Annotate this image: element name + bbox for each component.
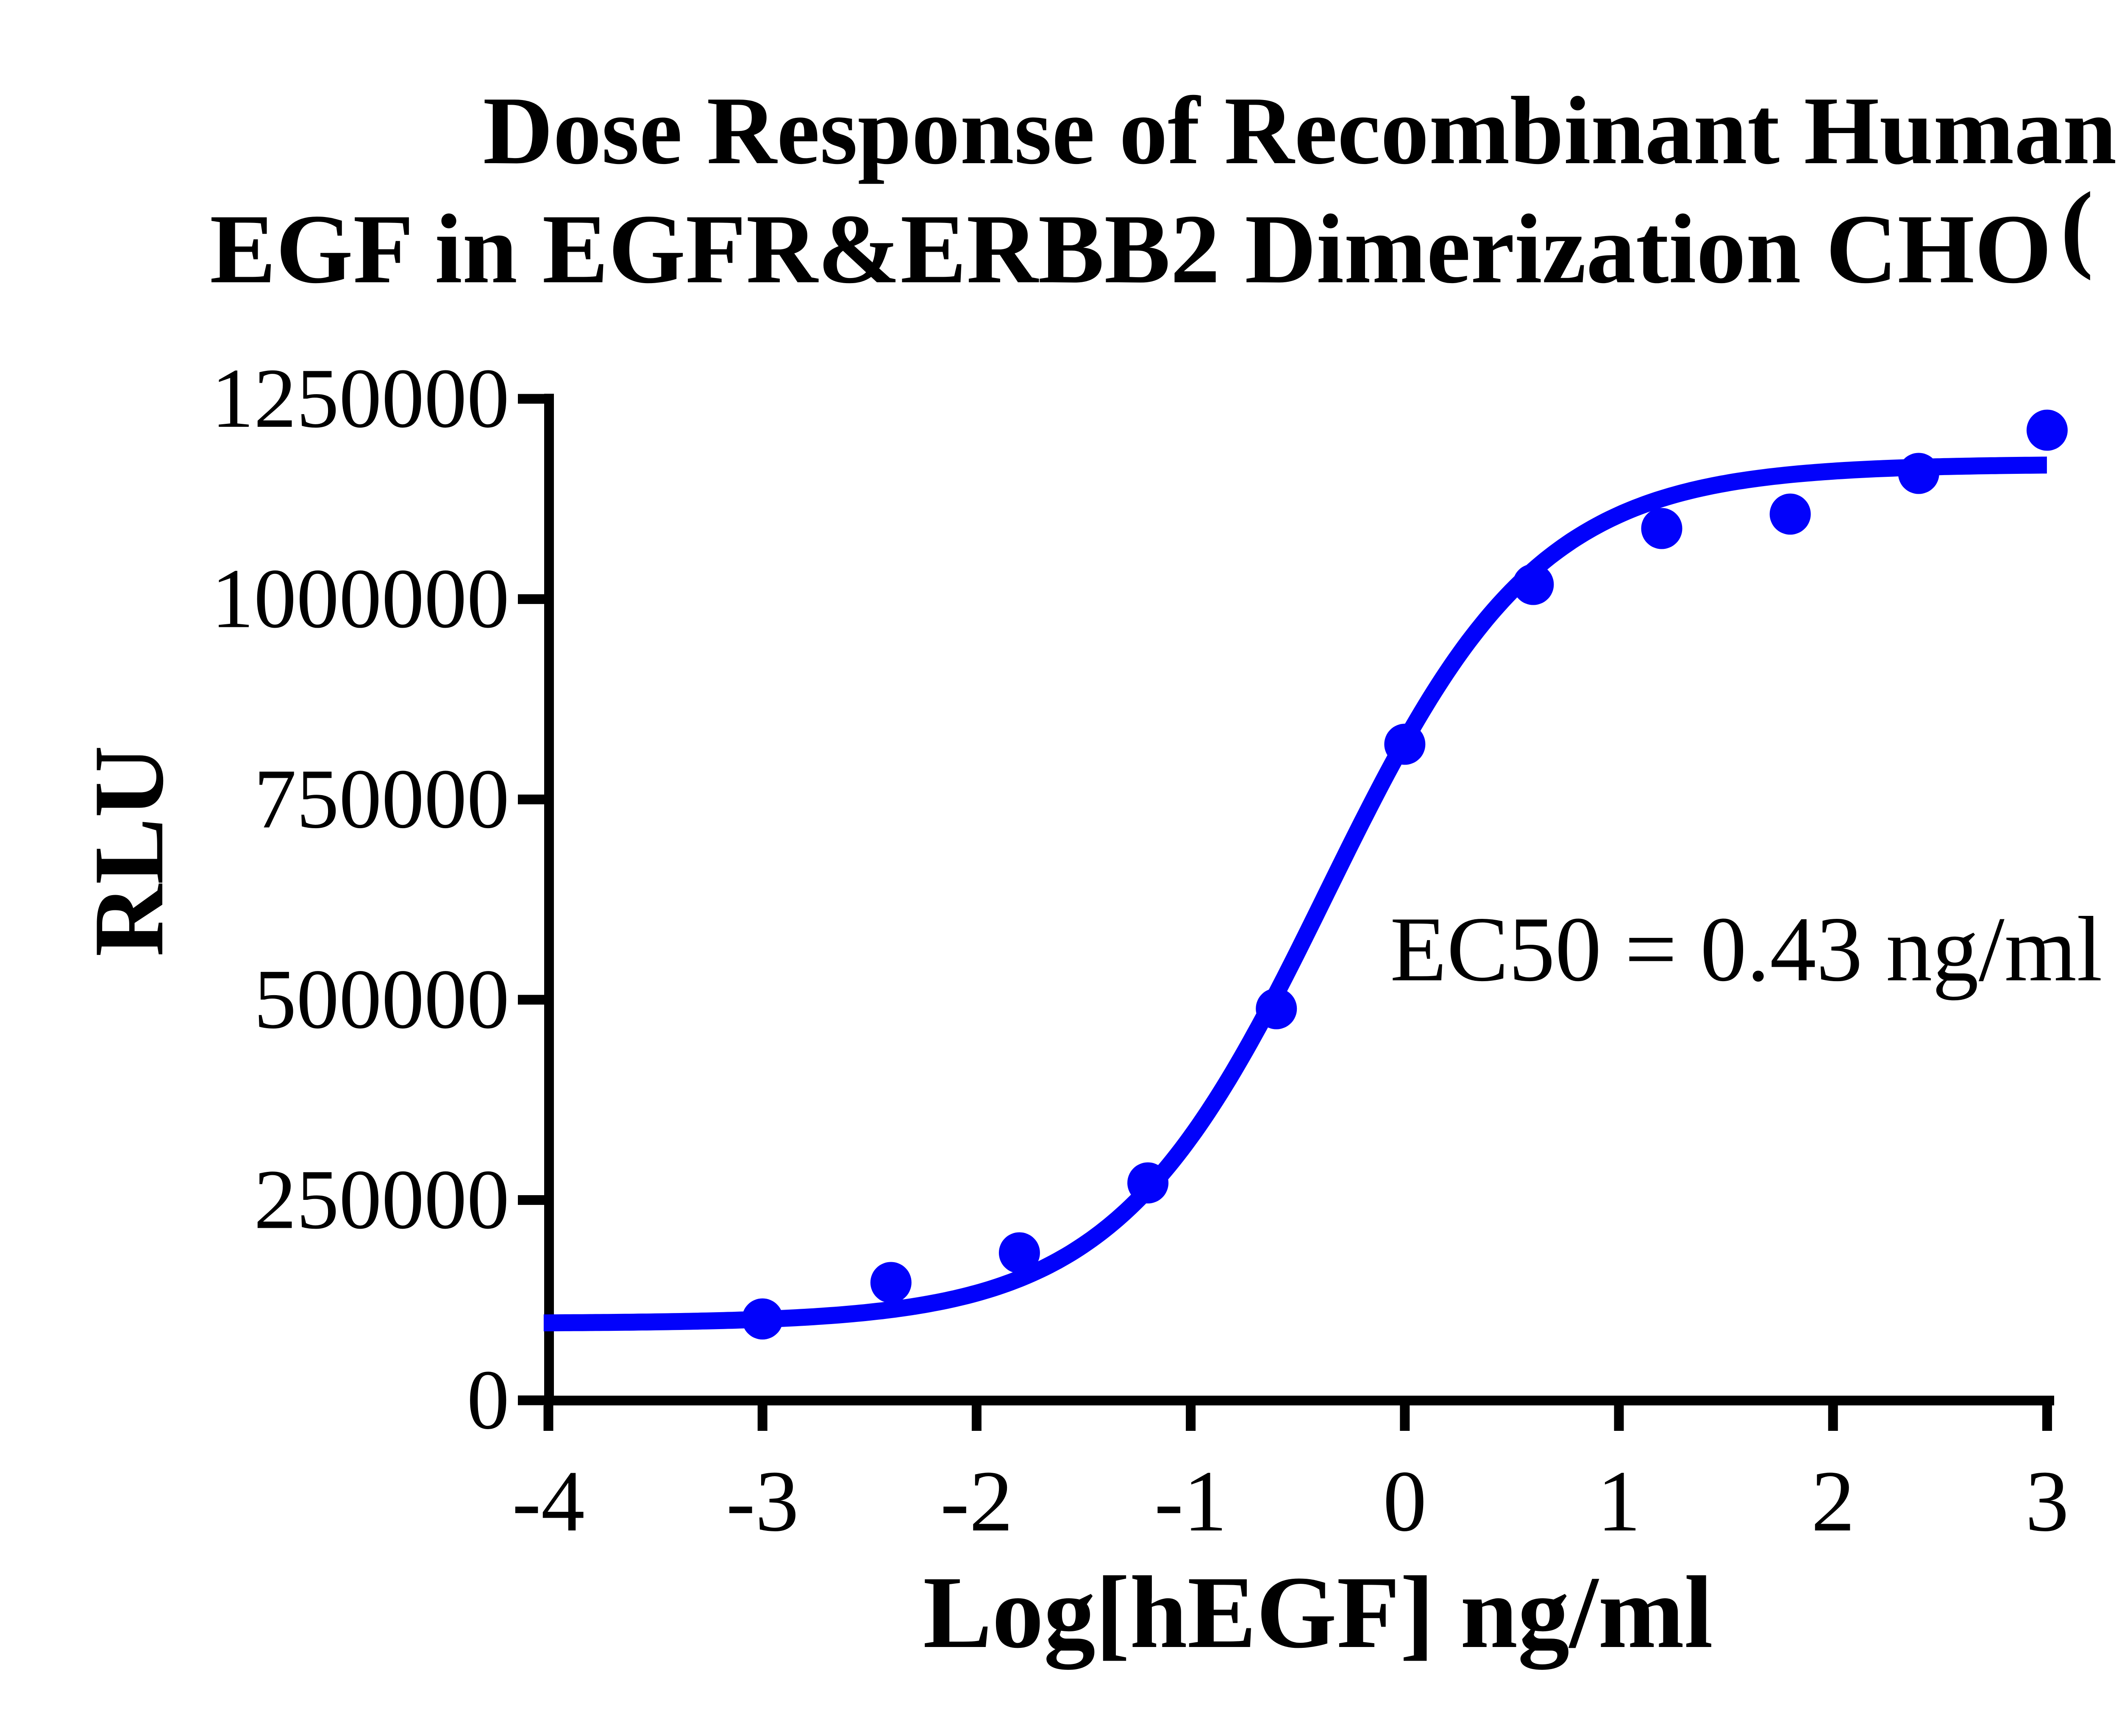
svg-text:EC50 = 0.43 ng/ml: EC50 = 0.43 ng/ml — [1390, 898, 2102, 1001]
svg-text:1000000: 1000000 — [211, 552, 510, 646]
svg-text:-2: -2 — [940, 1452, 1013, 1550]
svg-text:2: 2 — [1811, 1452, 1855, 1550]
svg-text:RLU: RLU — [74, 746, 184, 957]
svg-text:0: 0 — [467, 1353, 510, 1447]
svg-text:1250000: 1250000 — [211, 351, 510, 445]
svg-text:250000: 250000 — [254, 1152, 509, 1246]
svg-text:3: 3 — [2025, 1452, 2069, 1550]
svg-text:-4: -4 — [512, 1452, 585, 1550]
svg-text:Dose Response of Recombinant H: Dose Response of Recombinant Human — [483, 77, 2117, 184]
svg-text:1: 1 — [1597, 1452, 1641, 1550]
svg-text:(: ( — [2061, 172, 2093, 281]
svg-text:500000: 500000 — [254, 952, 509, 1046]
svg-text:750000: 750000 — [254, 752, 509, 846]
svg-text:0: 0 — [1383, 1452, 1427, 1550]
svg-text:EGF in EGFR&ERBB2 Dimerization: EGF in EGFR&ERBB2 Dimerization CHO — [210, 194, 2052, 304]
svg-text:-3: -3 — [726, 1452, 799, 1550]
svg-text:Log[hEGF] ng/ml: Log[hEGF] ng/ml — [923, 1555, 1713, 1670]
svg-text:-1: -1 — [1154, 1452, 1227, 1550]
